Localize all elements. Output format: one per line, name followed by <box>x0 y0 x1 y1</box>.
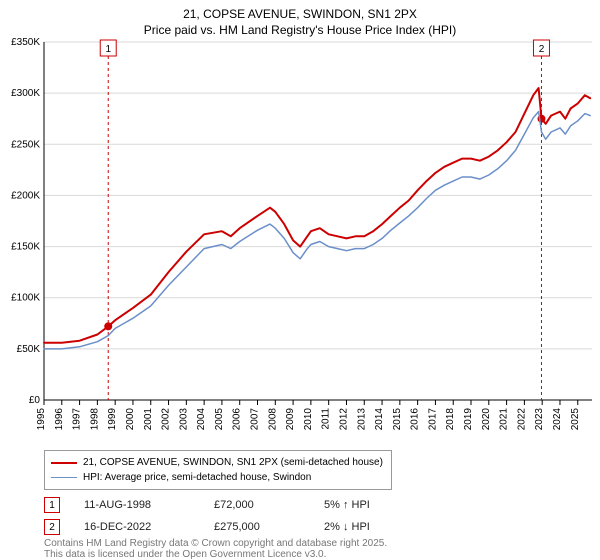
svg-text:2004: 2004 <box>196 408 207 431</box>
svg-text:2013: 2013 <box>356 408 367 431</box>
svg-text:2000: 2000 <box>125 408 136 431</box>
transaction-marker-badge: 2 <box>44 519 60 535</box>
svg-text:2006: 2006 <box>232 408 243 431</box>
svg-text:2: 2 <box>539 44 545 55</box>
svg-text:2025: 2025 <box>570 408 581 431</box>
svg-text:2022: 2022 <box>516 408 527 431</box>
svg-text:2008: 2008 <box>267 408 278 431</box>
attribution-line-1: Contains HM Land Registry data © Crown c… <box>44 538 387 549</box>
svg-text:2015: 2015 <box>392 408 403 431</box>
svg-text:2005: 2005 <box>214 408 225 431</box>
transaction-price: £72,000 <box>214 499 324 511</box>
legend-swatch <box>51 477 77 478</box>
legend-label: HPI: Average price, semi-detached house,… <box>83 470 311 485</box>
svg-text:£150K: £150K <box>11 242 40 253</box>
svg-text:2002: 2002 <box>161 408 172 431</box>
svg-text:1999: 1999 <box>107 408 118 431</box>
transaction-hpi-delta: 5% ↑ HPI <box>324 499 370 511</box>
legend: 21, COPSE AVENUE, SWINDON, SN1 2PX (semi… <box>44 450 392 490</box>
svg-text:2024: 2024 <box>552 408 563 431</box>
svg-text:£0: £0 <box>29 395 41 406</box>
svg-text:2010: 2010 <box>303 408 314 431</box>
svg-text:1996: 1996 <box>54 408 65 431</box>
svg-text:£100K: £100K <box>11 293 40 304</box>
svg-text:2020: 2020 <box>481 408 492 431</box>
transaction-hpi-delta: 2% ↓ HPI <box>324 521 370 533</box>
svg-text:£50K: £50K <box>17 344 41 355</box>
transaction-price: £275,000 <box>214 521 324 533</box>
transaction-date: 11-AUG-1998 <box>84 499 214 511</box>
attribution-line-2: This data is licensed under the Open Gov… <box>44 549 387 560</box>
transaction-row: 2 16-DEC-2022£275,0002% ↓ HPI <box>44 516 370 538</box>
svg-text:2012: 2012 <box>338 408 349 431</box>
svg-text:2019: 2019 <box>463 408 474 431</box>
legend-label: 21, COPSE AVENUE, SWINDON, SN1 2PX (semi… <box>83 455 383 470</box>
svg-text:2017: 2017 <box>427 408 438 431</box>
transactions-table: 1 11-AUG-1998£72,0005% ↑ HPI 2 16-DEC-2022£… <box>44 494 370 538</box>
chart-container: 21, COPSE AVENUE, SWINDON, SN1 2PX Price… <box>0 0 600 560</box>
svg-text:£200K: £200K <box>11 190 40 201</box>
svg-text:2003: 2003 <box>178 408 189 431</box>
svg-text:2009: 2009 <box>285 408 296 431</box>
svg-text:2007: 2007 <box>250 408 261 431</box>
svg-text:2014: 2014 <box>374 408 385 431</box>
legend-swatch <box>51 462 77 464</box>
svg-text:1: 1 <box>105 44 111 55</box>
svg-text:2023: 2023 <box>534 408 545 431</box>
svg-text:2018: 2018 <box>445 408 456 431</box>
svg-text:£250K: £250K <box>11 139 40 150</box>
svg-text:£350K: £350K <box>11 37 40 48</box>
svg-text:1997: 1997 <box>72 408 83 431</box>
svg-text:2016: 2016 <box>410 408 421 431</box>
legend-item: 21, COPSE AVENUE, SWINDON, SN1 2PX (semi… <box>51 455 383 470</box>
transaction-date: 16-DEC-2022 <box>84 521 214 533</box>
svg-text:2021: 2021 <box>499 408 510 431</box>
svg-text:1995: 1995 <box>36 408 47 431</box>
transaction-marker-badge: 1 <box>44 497 60 513</box>
attribution: Contains HM Land Registry data © Crown c… <box>44 538 387 560</box>
legend-item: HPI: Average price, semi-detached house,… <box>51 470 383 485</box>
svg-text:£300K: £300K <box>11 88 40 99</box>
transaction-row: 1 11-AUG-1998£72,0005% ↑ HPI <box>44 494 370 516</box>
svg-text:2011: 2011 <box>321 408 332 430</box>
svg-text:2001: 2001 <box>143 408 154 431</box>
svg-text:1998: 1998 <box>89 408 100 431</box>
